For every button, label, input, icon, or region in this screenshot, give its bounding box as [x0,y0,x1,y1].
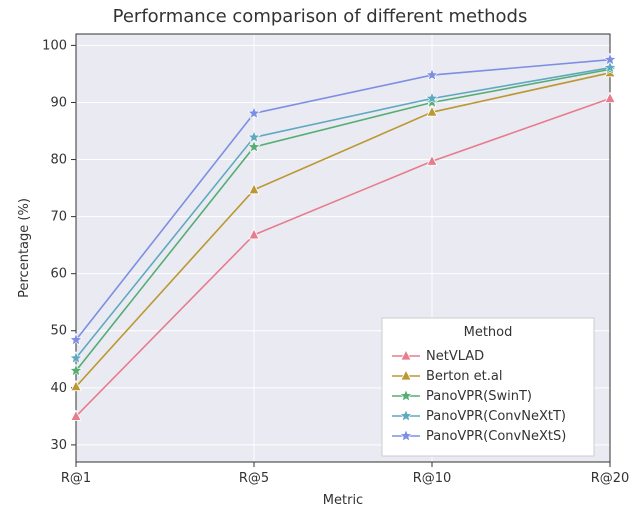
ytick-label: 40 [50,381,67,396]
legend-title: Method [464,325,513,340]
ytick-label: 60 [50,267,67,282]
legend-label: PanoVPR(ConvNeXtS) [426,429,566,444]
ytick-label: 90 [50,95,67,110]
ytick-label: 50 [50,324,67,339]
legend-label: NetVLAD [426,349,484,364]
xtick-label: R@10 [413,471,452,486]
x-axis-label: Metric [323,493,363,508]
legend-label: PanoVPR(SwinT) [426,389,532,404]
ytick-label: 30 [50,438,67,453]
xtick-label: R@20 [591,471,630,486]
chart-svg: 30 40 50 60 70 80 90 100 R@1 R@5 R@10 R@20 Metric Per… [0,0,640,513]
xtick-label: R@1 [61,471,91,486]
legend-label: PanoVPR(ConvNeXtT) [426,409,566,424]
xtick-label: R@5 [239,471,269,486]
chart-title: Performance comparison of different meth… [0,6,640,27]
chart-container: Performance comparison of different meth… [0,0,640,513]
legend: Method NetVLAD Berton et.al PanoVPR(SwinT) P… [382,318,594,456]
legend-label: Berton et.al [426,369,503,384]
ytick-label: 70 [50,210,67,225]
ytick-label: 80 [50,153,67,168]
y-axis-label: Percentage (%) [17,198,32,298]
ytick-label: 100 [42,38,67,53]
